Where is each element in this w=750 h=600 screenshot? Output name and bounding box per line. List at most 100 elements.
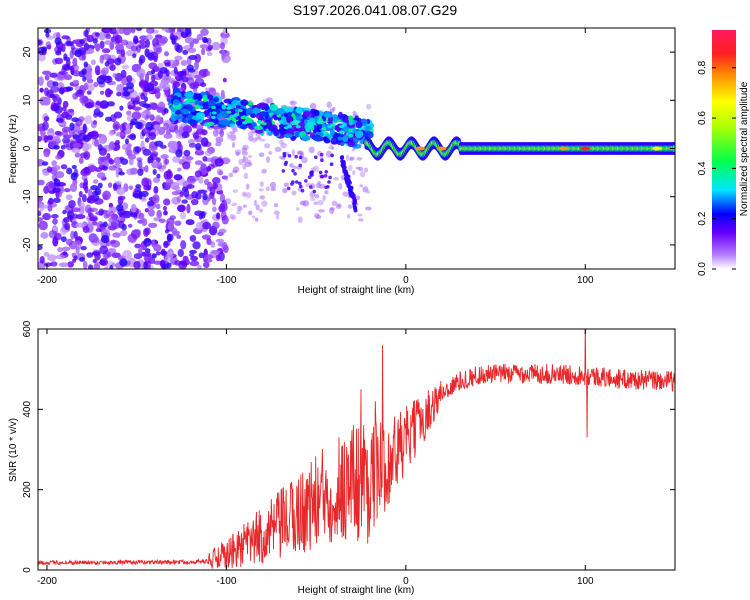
spectrogram-cell <box>281 169 286 173</box>
spectrogram-cell <box>93 261 101 269</box>
spectrogram-cell <box>163 133 173 139</box>
spectrogram-cell <box>112 183 118 192</box>
spectrogram-cell <box>116 49 122 55</box>
colorbar-tick-label: 0.6 <box>697 111 708 125</box>
spectrogram-cell <box>144 248 151 254</box>
spectrogram-cell <box>312 136 323 142</box>
spectrogram-cell <box>58 70 69 76</box>
spectrogram-cell <box>131 111 142 120</box>
spectrogram-cell <box>301 135 311 142</box>
spectrogram-cell <box>102 190 111 201</box>
spectrogram-cell <box>366 103 372 110</box>
spectrogram-cell <box>238 158 244 166</box>
spectrogram-cell <box>140 196 147 202</box>
spectrogram-cell <box>283 162 288 167</box>
spectrogram-cell <box>328 175 332 180</box>
spectrogram-cell <box>211 41 221 51</box>
spectrogram-cell <box>295 207 300 211</box>
spectrogram-cell <box>184 37 195 44</box>
colorbar-gradient <box>712 30 736 269</box>
snr-ytick-label: 0 <box>22 567 33 573</box>
spectrogram-cell <box>184 92 194 97</box>
spectrogram-cell <box>71 117 80 123</box>
spectrogram-cell <box>186 203 191 214</box>
spectrogram-cell <box>308 146 315 154</box>
spectrogram-cell <box>81 68 87 75</box>
spectrogram-cell <box>186 184 195 189</box>
spectrogram-cell <box>116 91 122 97</box>
spectrogram-cell <box>293 172 297 176</box>
spectrogram-cell <box>145 34 154 41</box>
spectrogram-cell <box>79 95 89 104</box>
spectrogram-cell <box>202 94 208 103</box>
spectrogram-cell <box>144 39 151 48</box>
spectrogram-cell <box>189 252 195 258</box>
spectrogram-cell <box>63 134 72 139</box>
spectrogram-cell <box>172 81 180 89</box>
spectrogram-cell <box>161 83 171 91</box>
spectrogram-cell <box>319 152 324 157</box>
spectrogram-cell <box>156 173 161 179</box>
spectrogram-cell <box>342 125 350 133</box>
spectrogram-cell <box>219 203 225 212</box>
spectrogram-cell <box>139 54 146 64</box>
spectrogram-cell <box>109 264 114 269</box>
spectrogram-cell <box>314 193 320 199</box>
spectrogram-cell <box>242 204 247 208</box>
spectrogram-cell <box>174 115 184 120</box>
spectrogram-cell <box>278 107 283 115</box>
spectrogram-cell <box>338 124 344 129</box>
spectrogram-cell <box>179 191 184 198</box>
spectrogram-cell <box>99 54 104 64</box>
spectrogram-cell <box>43 151 50 158</box>
spectrogram-cell <box>189 260 200 267</box>
spectrogram-cell <box>112 121 121 131</box>
spectrogram-cell <box>92 258 97 264</box>
spectrogram-cell <box>300 188 305 193</box>
spectrogram-cell <box>259 181 264 187</box>
spectrogram-cell <box>290 182 294 186</box>
snr-ytick-label: 200 <box>22 481 33 498</box>
spectrogram-cell <box>165 262 172 269</box>
spectrogram-cell <box>46 80 56 88</box>
spectrogram-cell <box>155 251 161 256</box>
spectrogram-cell <box>239 124 248 130</box>
spectrogram-cell <box>54 155 62 160</box>
spectrogram-cell <box>283 126 289 130</box>
spectrogram-cell <box>38 217 44 222</box>
spectrogram-cell <box>192 93 200 100</box>
spectrogram-cell <box>38 244 43 251</box>
spectrogram-cell <box>273 210 280 215</box>
spectrogram-cell <box>135 184 142 189</box>
spectrogram-cell <box>317 180 321 185</box>
spectrogram-cell <box>285 151 289 156</box>
spectrogram-cell <box>327 180 331 184</box>
spectrogram-cell <box>360 171 366 178</box>
spectrogram-cell <box>226 132 233 136</box>
spectrogram-cell <box>63 216 70 223</box>
spectrogram-cell <box>172 99 180 106</box>
spectrogram-cell <box>260 111 267 117</box>
spectrogram-cell <box>231 100 241 106</box>
spectrogram-cell <box>273 203 279 208</box>
spectrogram-cell <box>358 166 364 172</box>
spectrogram-cell <box>38 54 46 62</box>
spectrogram-cell <box>254 128 264 134</box>
spectrogram-cell <box>231 169 238 174</box>
spectrogram-cell <box>180 211 187 220</box>
spectrogram-cell <box>196 33 204 41</box>
spectrogram-cell <box>119 105 124 111</box>
spectrogram-cell <box>104 61 110 67</box>
spectrogram-cell <box>182 125 193 134</box>
spectrogram-cell <box>134 229 141 236</box>
spectrogram-cell <box>158 218 166 224</box>
spectrogram-cell <box>108 225 117 231</box>
spectrogram-cell <box>200 129 208 136</box>
spectrogram-cell <box>320 120 325 124</box>
spectrogram-cell <box>63 74 73 81</box>
spectrogram-cell <box>254 125 263 131</box>
spectrogram-cell <box>41 70 52 75</box>
spectrogram-cell <box>149 102 158 110</box>
snr-xtick-label: 100 <box>577 576 594 587</box>
spectrogram-cell <box>363 167 369 173</box>
